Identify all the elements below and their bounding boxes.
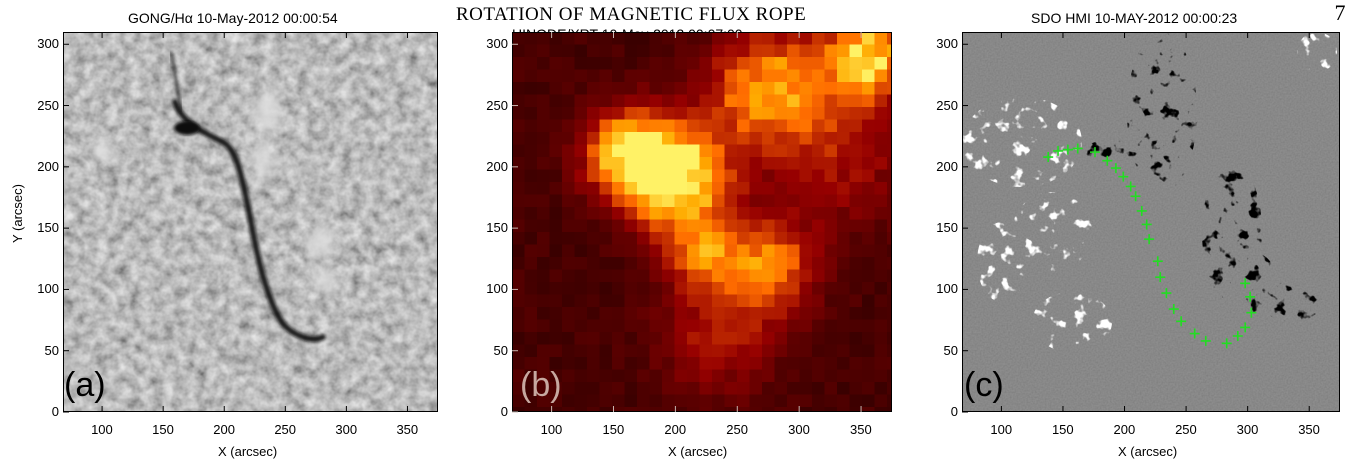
flux-rope-marker <box>1152 256 1163 267</box>
x-tick-label: 150 <box>1051 422 1074 437</box>
y-tick-label: 50 <box>493 342 508 358</box>
y-tick-label: 300 <box>936 36 958 52</box>
x-tick-label: 200 <box>664 422 687 437</box>
y-tick-label: 100 <box>936 281 958 297</box>
flux-rope-marker <box>1144 234 1155 245</box>
flux-rope-marker <box>1240 322 1251 333</box>
x-tick-label: 100 <box>540 422 563 437</box>
flux-rope-marker <box>1062 144 1073 155</box>
flux-rope-marker <box>1125 181 1136 192</box>
flux-rope-marker <box>1118 171 1129 182</box>
flux-rope-marker <box>1089 147 1100 158</box>
x-tick-label: 100 <box>990 422 1013 437</box>
panel-a-ylabel: Y (arcsec) <box>10 184 25 243</box>
x-tick-label: 350 <box>396 422 419 437</box>
y-tick-label: 150 <box>936 220 958 236</box>
flux-rope-marker <box>1168 304 1179 315</box>
flux-rope-marker <box>1053 145 1064 156</box>
flux-rope-marker <box>1232 331 1243 341</box>
flux-rope-marker <box>1189 328 1200 339</box>
y-tick-label: 0 <box>950 404 958 419</box>
x-tick-label: 100 <box>91 422 113 437</box>
x-tick-label: 200 <box>1113 422 1136 437</box>
x-tick-label: 150 <box>602 422 625 437</box>
y-tick-label: 200 <box>936 158 958 174</box>
flux-rope-marker <box>1161 288 1172 299</box>
flux-rope-marker <box>1176 316 1187 327</box>
y-tick-label: 300 <box>37 36 59 52</box>
panel-c-image <box>962 32 1340 412</box>
y-tick-label: 250 <box>486 97 508 113</box>
panel-b-xlabel: X (arcsec) <box>668 444 728 459</box>
flux-rope-marker <box>1141 219 1152 230</box>
flux-rope-marker <box>1130 191 1141 202</box>
x-tick-label: 350 <box>850 422 872 437</box>
flux-rope-marker <box>1043 152 1054 163</box>
flux-rope-marker <box>1110 163 1121 174</box>
y-tick-label: 250 <box>37 97 59 113</box>
flux-rope-marker <box>1155 272 1166 283</box>
x-tick-label: 350 <box>1298 422 1320 437</box>
panel-c-title: SDO HMI 10-MAY-2012 00:00:23 <box>1031 10 1238 26</box>
panel-b-image <box>512 32 892 412</box>
x-tick-label: 250 <box>726 422 748 437</box>
flux-rope-marker <box>1200 335 1211 346</box>
flux-rope-marker <box>1240 278 1251 289</box>
running-head: ROTATION OF MAGNETIC FLUX ROPE <box>456 4 807 25</box>
x-tick-label: 200 <box>213 422 235 437</box>
y-tick-label: 150 <box>37 220 59 236</box>
x-tick-label: 300 <box>1236 422 1259 437</box>
y-tick-label: 50 <box>44 342 59 358</box>
flux-rope-marker <box>1245 291 1256 302</box>
y-tick-label: 300 <box>486 36 508 52</box>
y-tick-label: 150 <box>486 220 508 236</box>
y-tick-label: 200 <box>37 158 59 174</box>
y-tick-label: 50 <box>943 342 958 358</box>
x-tick-label: 250 <box>274 422 297 437</box>
flux-rope-marker <box>1246 307 1257 318</box>
y-tick-label: 200 <box>486 158 508 174</box>
y-tick-label: 100 <box>486 281 508 297</box>
panel-c-letter: (c) <box>964 366 1004 404</box>
panel-c-xlabel: X (arcsec) <box>1118 444 1178 459</box>
y-tick-label: 0 <box>51 404 59 419</box>
flux-rope-marker <box>1102 155 1113 166</box>
y-tick-label: 100 <box>37 281 59 297</box>
panel-a-letter: (a) <box>64 366 106 404</box>
x-tick-label: 150 <box>152 422 174 437</box>
flux-rope-marker <box>1072 143 1083 154</box>
flux-rope-marker <box>1221 338 1232 349</box>
y-tick-label: 0 <box>500 404 508 419</box>
flux-rope-marker <box>1136 205 1147 216</box>
panel-a-image <box>63 32 438 412</box>
x-tick-label: 300 <box>788 422 810 437</box>
page-number: 7 <box>1334 0 1346 25</box>
panel-a-title: GONG/Hα 10-May-2012 00:00:54 <box>128 10 338 26</box>
x-tick-label: 250 <box>1175 422 1197 437</box>
x-tick-label: 300 <box>335 422 358 437</box>
panel-b-letter: (b) <box>520 366 562 404</box>
y-tick-label: 250 <box>936 97 958 113</box>
panel-a-xlabel: X (arcsec) <box>218 444 278 459</box>
